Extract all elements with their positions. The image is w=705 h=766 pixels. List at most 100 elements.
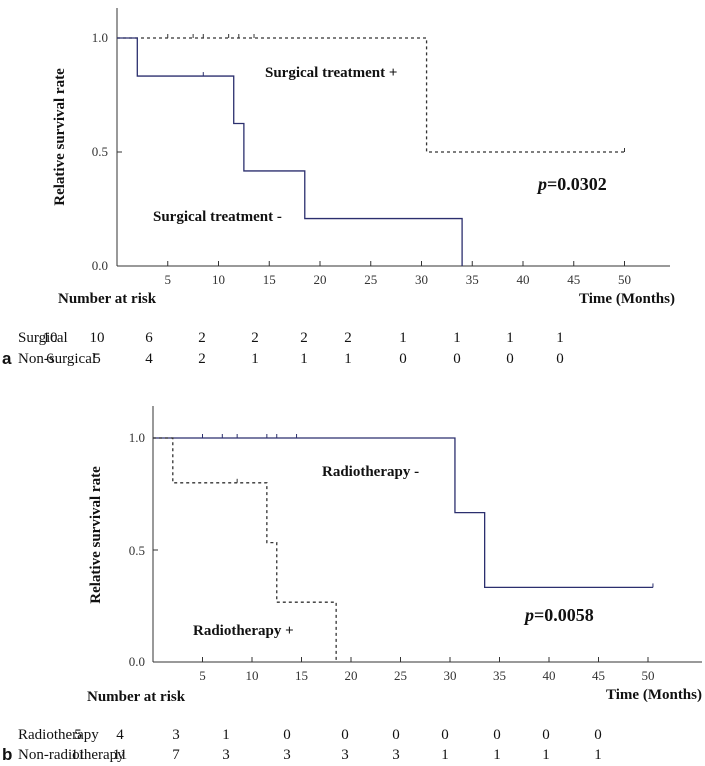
p-value-number: =0.0058 [534, 605, 594, 625]
risk-value: 5 [74, 727, 82, 743]
x-tick-label: 20 [345, 668, 358, 683]
risk-value: 5 [93, 351, 101, 367]
x-tick-label: 15 [295, 668, 308, 683]
risk-row-label: Non-radiotherapy [18, 747, 125, 763]
risk-value: 0 [392, 727, 400, 743]
x-tick-label: 45 [592, 668, 605, 683]
risk-title: Number at risk [87, 689, 186, 705]
x-tick-label: 40 [517, 272, 530, 287]
y-axis-label: Relative survival rate [88, 466, 104, 604]
risk-value: 1 [441, 747, 449, 763]
x-tick-label: 10 [246, 668, 259, 683]
risk-value: 2 [198, 330, 206, 346]
risk-value: 3 [341, 747, 349, 763]
panel-label-b: b [2, 745, 12, 764]
risk-value: 0 [441, 727, 449, 743]
risk-value: 0 [493, 727, 501, 743]
risk-value: 2 [300, 330, 308, 346]
p-value-prefix: p [523, 605, 534, 625]
risk-value: 0 [556, 351, 564, 367]
panel-a: 1.0 0.5 0.0 5 10 15 20 25 30 35 40 45 50 Relative… [2, 8, 675, 368]
legend-surgical-minus: Surgical treatment - [153, 209, 282, 225]
risk-value: 2 [251, 330, 259, 346]
risk-value: 2 [198, 351, 206, 367]
panel-label-a: a [2, 349, 12, 368]
risk-value: 1 [399, 330, 407, 346]
x-tick-label: 20 [314, 272, 327, 287]
risk-value: 1 [594, 747, 602, 763]
risk-value: 4 [145, 351, 153, 367]
risk-value: 10 [90, 330, 105, 346]
curves-a [117, 34, 625, 266]
risk-values-a: 10 10 6 2 2 2 2 1 1 1 16 5 4 2 1 1 1 0 0 0 0 [43, 330, 564, 367]
risk-value: 0 [283, 727, 291, 743]
y-tick-label: 0.0 [129, 654, 145, 669]
risk-value: 7 [172, 747, 180, 763]
y-tick-label: 0.5 [129, 543, 145, 558]
x-tick-label: 15 [263, 272, 276, 287]
risk-value: 0 [453, 351, 461, 367]
risk-value: 11 [71, 747, 85, 763]
risk-value: 0 [341, 727, 349, 743]
p-value-prefix: p [536, 174, 547, 194]
risk-title: Number at risk [58, 291, 157, 307]
risk-row-label: Radiotherapy [18, 727, 99, 743]
x-axis-label: Time (Months) [606, 687, 702, 703]
survival-curve-1 [153, 437, 337, 662]
risk-value: 3 [172, 727, 180, 743]
risk-value: 2 [344, 330, 352, 346]
x-ticks-a: 5 10 15 20 25 30 35 40 45 50 [117, 37, 631, 287]
risk-row-label: Surgical [18, 330, 68, 346]
risk-value: 0 [542, 727, 550, 743]
risk-value: 1 [344, 351, 352, 367]
risk-value: 11 [113, 747, 127, 763]
x-tick-label: 35 [493, 668, 506, 683]
x-tick-label: 30 [444, 668, 457, 683]
x-tick-label: 35 [466, 272, 479, 287]
x-tick-label: 50 [618, 272, 631, 287]
risk-value: 1 [453, 330, 461, 346]
risk-value: 1 [493, 747, 501, 763]
risk-value: 3 [283, 747, 291, 763]
y-tick-label: 1.0 [129, 430, 145, 445]
p-value: p=0.0058 [523, 605, 594, 625]
risk-value: 1 [542, 747, 550, 763]
legend-surgical-plus: Surgical treatment + [265, 65, 397, 81]
risk-value: 10 [43, 330, 58, 346]
y-axis-label: Relative survival rate [52, 68, 68, 206]
risk-value: 6 [46, 351, 54, 367]
risk-value: 6 [145, 330, 153, 346]
x-tick-label: 30 [415, 272, 428, 287]
risk-value: 0 [594, 727, 602, 743]
risk-value: 1 [506, 330, 514, 346]
risk-row-label: Non-surgical [18, 351, 96, 367]
risk-value: 0 [506, 351, 514, 367]
p-value: p=0.0302 [536, 174, 607, 194]
x-tick-label: 5 [199, 668, 206, 683]
x-tick-label: 50 [642, 668, 655, 683]
y-tick-label: 0.0 [92, 258, 108, 273]
risk-value: 1 [300, 351, 308, 367]
p-value-number: =0.0302 [547, 174, 607, 194]
curves-b [153, 434, 654, 662]
survival-curve-0 [153, 437, 653, 589]
x-tick-label: 25 [394, 668, 407, 683]
legend-radiotherapy-plus: Radiotherapy + [193, 623, 294, 639]
y-tick-label: 0.5 [92, 144, 108, 159]
x-tick-label: 5 [165, 272, 172, 287]
panel-b: 1.0 0.5 0.0 5 10 15 20 25 30 35 40 45 50 Relative… [2, 406, 702, 764]
x-axis-label: Time (Months) [579, 291, 675, 307]
x-tick-label: 45 [567, 272, 580, 287]
risk-value: 0 [399, 351, 407, 367]
x-ticks-b: 5 10 15 20 25 30 35 40 45 50 [153, 437, 655, 683]
survival-curve-0 [117, 37, 625, 153]
risk-value: 3 [392, 747, 400, 763]
risk-value: 3 [222, 747, 230, 763]
risk-value: 1 [222, 727, 230, 743]
x-tick-label: 40 [543, 668, 556, 683]
risk-values-b: 5 4 3 1 0 0 0 0 0 0 011 11 7 3 3 3 3 1 1 1 1 [71, 727, 602, 763]
y-tick-label: 1.0 [92, 30, 108, 45]
survival-curve-1 [117, 37, 463, 266]
risk-value: 1 [556, 330, 564, 346]
